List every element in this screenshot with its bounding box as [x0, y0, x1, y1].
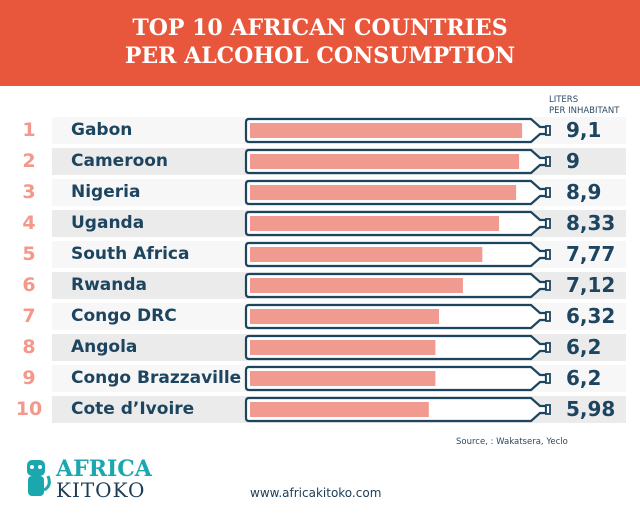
rank-label: 8	[22, 336, 36, 358]
website-link[interactable]: www.africakitoko.com	[250, 486, 382, 500]
value-label: 7,12	[566, 273, 616, 297]
bottle-bar	[244, 365, 551, 392]
rank-label: 10	[15, 398, 43, 420]
logo-text-africa: AFRICA	[56, 456, 152, 482]
value-label: 6,2	[566, 335, 602, 359]
rank-label: 2	[22, 150, 36, 172]
country-label: Nigeria	[71, 182, 141, 202]
bottle-bar	[244, 148, 551, 175]
bottle-cap	[545, 404, 551, 415]
bar-fill	[250, 154, 520, 169]
rank-label: 6	[22, 274, 36, 296]
bar-fill	[250, 309, 439, 324]
country-label: Congo Brazzaville	[71, 368, 242, 388]
bar-fill	[250, 247, 483, 262]
bar-fill	[250, 340, 436, 355]
country-label: Congo DRC	[71, 306, 177, 326]
bottle-cap	[545, 249, 551, 260]
bar-fill	[250, 185, 517, 200]
rank-label: 1	[22, 119, 36, 141]
rank-label: 3	[22, 181, 36, 203]
value-label: 9,1	[566, 118, 602, 142]
bar-row: 3 Nigeria 8,9	[0, 179, 640, 206]
bottle-bar	[244, 210, 551, 237]
bottle-cap	[545, 311, 551, 322]
bar-row: 2 Cameroon 9	[0, 148, 640, 175]
bar-row: 7 Congo DRC 6,32	[0, 303, 640, 330]
bar-row: 9 Congo Brazzaville 6,2	[0, 365, 640, 392]
bottle-bar	[244, 396, 551, 423]
bottle-bar	[244, 117, 551, 144]
bottle-cap	[545, 218, 551, 229]
africa-kitoko-logo: AFRICA KITOKO	[22, 456, 152, 502]
bottle-bar	[244, 334, 551, 361]
rank-label: 4	[22, 212, 36, 234]
bar-row: 1 Gabon 9,1	[0, 117, 640, 144]
bottle-cap	[545, 187, 551, 198]
logo-text-kitoko: KITOKO	[56, 478, 146, 502]
country-label: Cote d’Ivoire	[71, 399, 195, 419]
source-note: Source, : Wakatsera, Yeclo	[456, 437, 568, 447]
bar-row: 5 South Africa 7,77	[0, 241, 640, 268]
bar-fill	[250, 123, 523, 138]
bottle-cap	[545, 373, 551, 384]
tiger-mascot-icon	[27, 460, 51, 496]
rank-label: 7	[22, 305, 36, 327]
value-label: 6,32	[566, 304, 616, 328]
country-label: Rwanda	[71, 275, 148, 295]
bottle-cap	[545, 125, 551, 136]
value-label: 8,9	[566, 180, 602, 204]
bar-fill	[250, 278, 463, 293]
value-label: 8,33	[566, 211, 616, 235]
bar-row: 4 Uganda 8,33	[0, 210, 640, 237]
bar-fill	[250, 216, 500, 231]
country-label: Angola	[71, 337, 138, 357]
bar-row: 10 Cote d’Ivoire 5,98	[0, 396, 640, 423]
title-line-1: TOP 10 AFRICAN COUNTRIES	[132, 15, 508, 41]
unit-line-2: PER INHABITANT	[549, 106, 620, 116]
rank-label: 5	[22, 243, 36, 265]
bar-fill	[250, 402, 429, 417]
title-line-2: PER ALCOHOL CONSUMPTION	[124, 43, 516, 69]
unit-line-1: LITERS	[549, 95, 579, 105]
bar-row: 8 Angola 6,2	[0, 334, 640, 361]
bottle-bar	[244, 272, 551, 299]
country-label: Uganda	[71, 213, 145, 233]
chart-title: TOP 10 AFRICAN COUNTRIES PER ALCOHOL CON…	[0, 0, 640, 86]
bottle-cap	[545, 342, 551, 353]
bottle-cap	[545, 280, 551, 291]
bar-fill	[250, 371, 436, 386]
value-label: 7,77	[566, 242, 616, 266]
country-label: South Africa	[71, 244, 190, 264]
rank-label: 9	[22, 367, 36, 389]
unit-label: LITERS PER INHABITANT	[549, 95, 619, 117]
bottle-bar	[244, 303, 551, 330]
country-label: Cameroon	[71, 151, 169, 171]
country-label: Gabon	[71, 120, 133, 140]
bar-row: 6 Rwanda 7,12	[0, 272, 640, 299]
bottle-bar	[244, 241, 551, 268]
bottle-bar	[244, 179, 551, 206]
value-label: 9	[566, 149, 580, 173]
value-label: 6,2	[566, 366, 602, 390]
bottle-cap	[545, 156, 551, 167]
value-label: 5,98	[566, 397, 616, 421]
